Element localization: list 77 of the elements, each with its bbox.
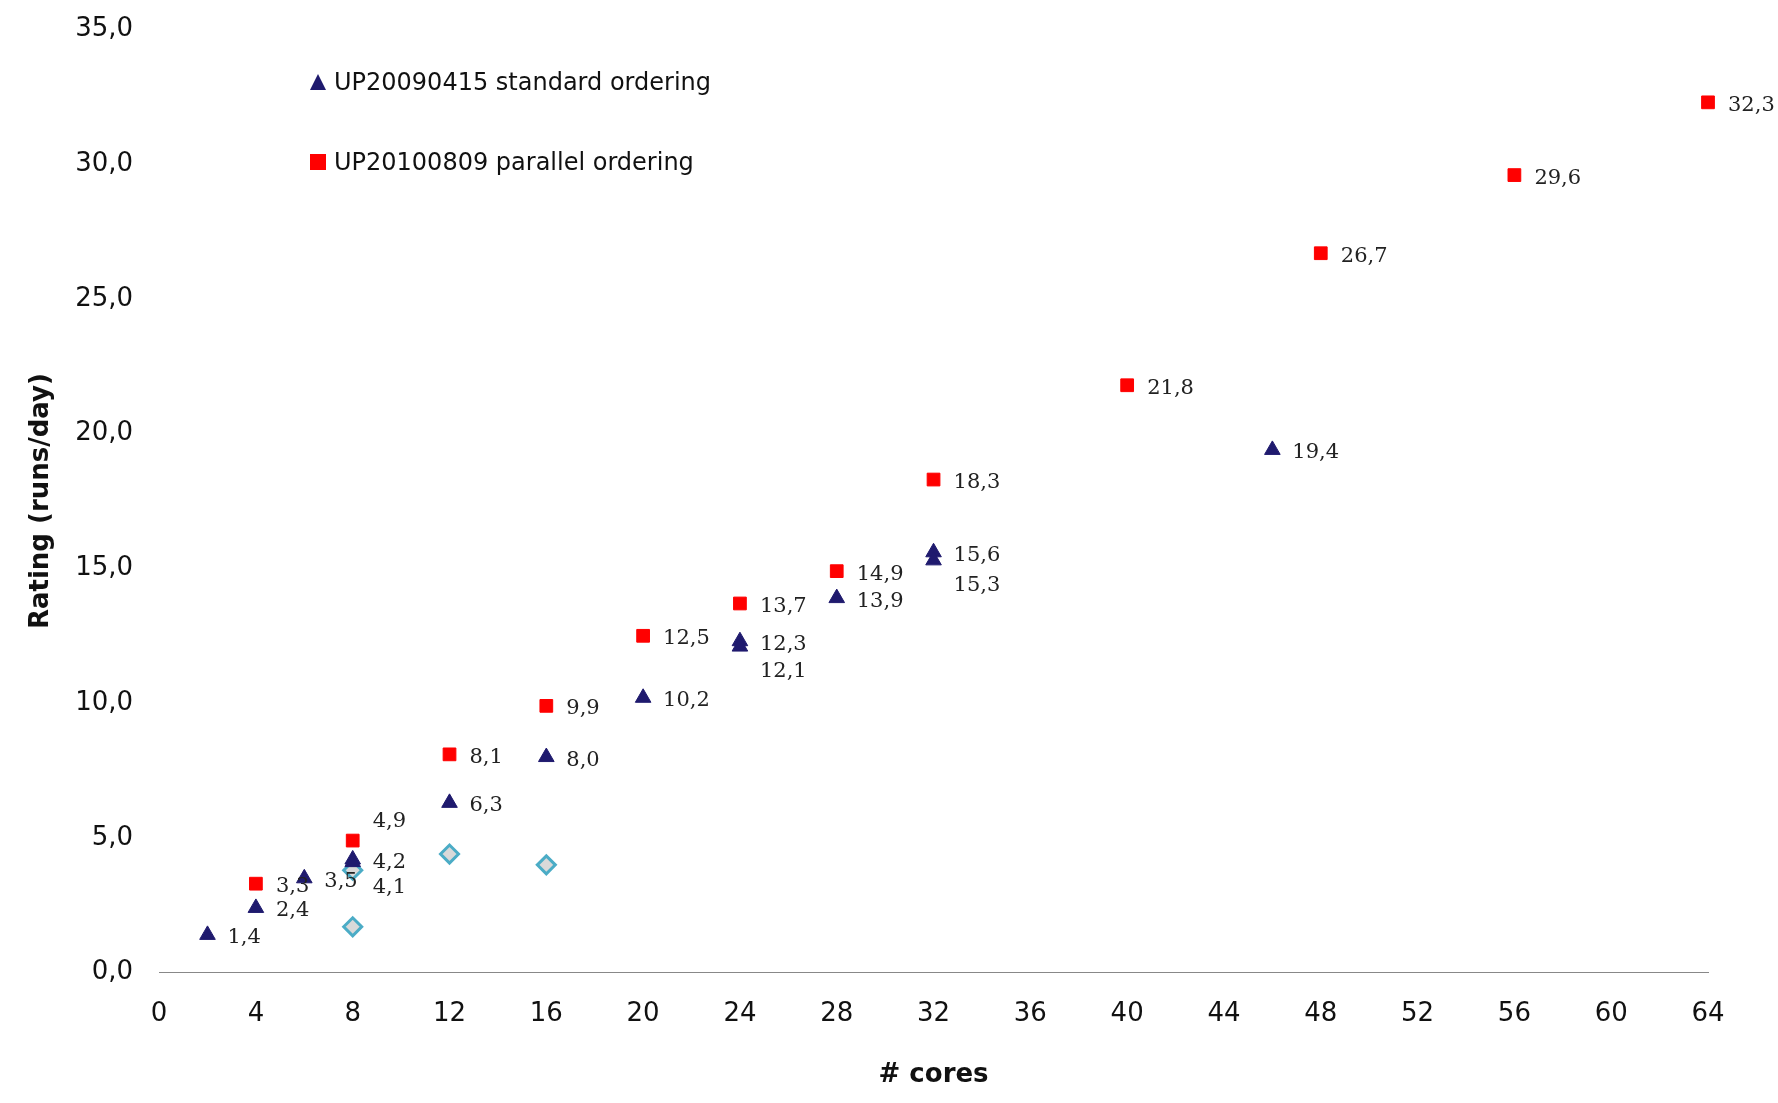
point: [1507, 168, 1522, 182]
x-tick-label: 52: [1401, 996, 1435, 1027]
x-tick-label: 60: [1594, 996, 1628, 1027]
point: [1701, 95, 1715, 110]
data-label: 12,3: [759, 630, 807, 655]
data-label: 18,3: [953, 469, 1001, 493]
data-label: 3,5: [324, 867, 358, 892]
data-label: 1,4: [227, 924, 261, 949]
point: [1120, 378, 1135, 393]
point: [535, 854, 557, 876]
point: [829, 564, 844, 579]
data-label: 2,4: [275, 897, 310, 922]
point: [442, 747, 457, 762]
data-label: 29,6: [1534, 164, 1582, 189]
data-label: 4,9: [372, 808, 407, 833]
data-label: 14,9: [856, 560, 904, 585]
data-label: 12,1: [759, 658, 807, 683]
data-label: 4,1: [372, 873, 407, 898]
x-tick-label: 12: [432, 996, 467, 1027]
data-label: 13,7: [759, 592, 807, 617]
x-tick-label: 36: [1013, 996, 1047, 1027]
legend-label: UP20090415 standard ordering: [334, 68, 712, 96]
data-label: 6,3: [469, 792, 503, 817]
data-label: 13,9: [856, 587, 904, 612]
point: [199, 925, 216, 940]
point: [634, 688, 652, 703]
data-label: 9,9: [566, 695, 600, 720]
point: [733, 596, 747, 611]
point: [926, 472, 941, 487]
data-label: 19,4: [1292, 439, 1340, 464]
x-tick-label: 32: [917, 996, 951, 1027]
data-label: 4,2: [372, 848, 407, 873]
point: [828, 588, 846, 604]
x-tick-label: 4: [247, 996, 265, 1027]
x-tick-label: 28: [820, 996, 854, 1027]
x-tick-label: 56: [1497, 996, 1531, 1027]
y-tick-label: 5,0: [91, 820, 134, 851]
y-tick-label: 35,0: [75, 12, 134, 43]
y-tick-label: 30,0: [75, 147, 134, 178]
y-tick-label: 10,0: [75, 685, 134, 716]
x-tick-label: 44: [1207, 996, 1241, 1027]
x-tick-label: 64: [1691, 996, 1725, 1027]
point: [247, 898, 265, 913]
point: [249, 876, 263, 891]
data-label: 15,6: [953, 541, 1001, 566]
point: [1313, 246, 1328, 261]
x-tick-label: 48: [1304, 996, 1338, 1027]
x-tick-label: 40: [1110, 996, 1144, 1027]
x-tick-label: 20: [626, 996, 660, 1027]
x-tick-label: 0: [150, 996, 168, 1027]
data-label: 12,5: [663, 625, 710, 650]
point: [342, 916, 364, 938]
data-label: 8,0: [566, 746, 600, 771]
data-label: 10,2: [663, 687, 710, 712]
x-tick-label: 8: [344, 996, 361, 1027]
legend-label: UP20100809 parallel ordering: [334, 148, 694, 176]
data-label: 32,3: [1728, 91, 1775, 116]
data-label: 8,1: [469, 743, 503, 768]
y-tick-label: 25,0: [75, 281, 134, 312]
x-axis-title: # cores: [878, 1058, 989, 1089]
point: [636, 628, 650, 643]
point: [439, 843, 461, 865]
point: [345, 833, 360, 848]
y-tick-label: 0,0: [91, 955, 134, 986]
data-label: 3,3: [275, 873, 310, 898]
point: [441, 793, 458, 808]
point: [1264, 440, 1281, 455]
y-tick-label: 20,0: [75, 416, 134, 447]
y-tick-label: 15,0: [75, 551, 134, 582]
data-label: 26,7: [1340, 242, 1388, 267]
x-tick-label: 16: [529, 996, 563, 1027]
y-axis-title: Rating (runs/day): [24, 373, 55, 630]
data-label: 15,3: [953, 571, 1001, 596]
point: [539, 699, 554, 713]
x-tick-label: 24: [723, 996, 757, 1027]
point: [538, 747, 555, 763]
data-label: 21,8: [1147, 374, 1194, 399]
